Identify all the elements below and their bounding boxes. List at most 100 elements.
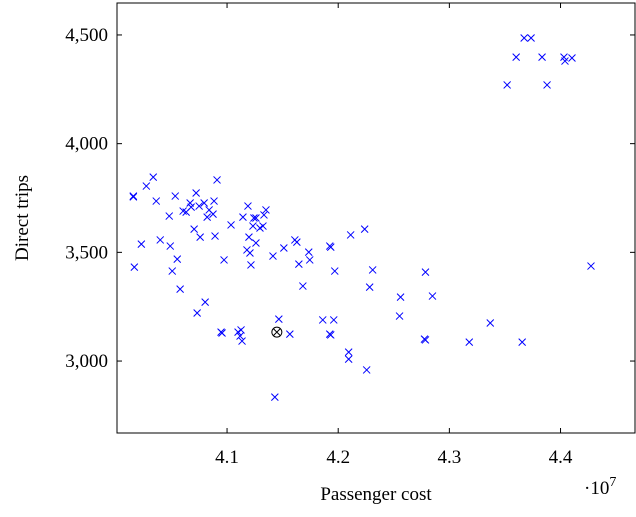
point: [247, 261, 255, 269]
point: [195, 202, 203, 210]
point: [237, 326, 245, 334]
point: [129, 192, 138, 200]
point: [326, 243, 335, 251]
y-axis-label: Direct trips: [12, 175, 33, 261]
point: [244, 202, 252, 210]
point: [561, 57, 569, 65]
point: [421, 336, 430, 344]
point: [190, 225, 198, 233]
point: [203, 213, 212, 221]
point: [211, 232, 219, 240]
point: [295, 260, 303, 268]
point: [176, 285, 184, 293]
point: [304, 248, 313, 256]
point: [362, 366, 371, 374]
x-tick-label: 4.1: [215, 447, 239, 468]
point: [239, 213, 247, 221]
y-tick-label: 4,500: [65, 25, 108, 46]
point: [285, 330, 294, 338]
point: [587, 262, 595, 270]
point: [293, 238, 301, 246]
point: [252, 214, 260, 222]
x-tick-label: 4.4: [549, 447, 573, 468]
point: [527, 34, 535, 42]
point: [213, 176, 221, 184]
point: [428, 292, 437, 300]
x-scale-label: ·107: [584, 475, 616, 499]
point: [270, 393, 279, 401]
x-tick-label: 4.3: [437, 447, 461, 468]
point: [250, 214, 258, 222]
point: [346, 231, 355, 239]
point: [200, 199, 209, 207]
point: [129, 193, 138, 201]
point: [365, 283, 374, 291]
point: [262, 206, 270, 214]
plot-frame: [116, 2, 636, 434]
point: [166, 242, 175, 250]
point: [246, 249, 254, 257]
point: [299, 282, 307, 290]
point: [259, 222, 267, 230]
point: [344, 348, 353, 356]
point: [518, 338, 527, 346]
point: [503, 81, 512, 89]
point: [149, 173, 158, 181]
point: [318, 316, 327, 324]
point: [538, 53, 546, 61]
point: [227, 221, 235, 229]
point: [192, 189, 200, 197]
point: [165, 212, 174, 220]
point: [329, 316, 338, 324]
point: [520, 34, 529, 42]
point: [279, 244, 288, 252]
point: [305, 256, 314, 264]
y-tick-label: 4,000: [65, 134, 108, 155]
point: [465, 338, 474, 346]
point: [269, 252, 277, 260]
x-scale-exponent: 7: [609, 475, 616, 490]
point: [543, 81, 551, 89]
point: [274, 315, 283, 323]
point: [249, 222, 257, 230]
point: [142, 182, 151, 190]
point: [156, 236, 165, 244]
point: [152, 197, 161, 205]
point: [218, 329, 226, 337]
highlight-point: [271, 326, 283, 338]
point: [130, 263, 139, 271]
point: [360, 225, 369, 233]
point: [168, 267, 177, 275]
x-tick-label: 4.2: [326, 447, 350, 468]
point: [260, 211, 268, 219]
point: [368, 266, 377, 274]
point: [486, 319, 495, 327]
point: [326, 331, 335, 339]
point: [330, 267, 339, 275]
point: [396, 293, 405, 301]
point: [193, 309, 201, 317]
x-axis-label: Passenger cost: [320, 484, 432, 505]
point: [209, 210, 217, 218]
marker-cross: [272, 328, 281, 336]
point: [344, 355, 353, 363]
point: [137, 240, 146, 248]
point: [173, 255, 182, 263]
point: [187, 203, 195, 211]
y-tick-label: 3,000: [65, 351, 108, 372]
point: [201, 298, 210, 306]
point: [512, 53, 521, 61]
y-tick-label: 3,500: [65, 242, 108, 263]
point: [238, 337, 246, 345]
point: [421, 268, 430, 276]
point: [220, 256, 228, 264]
point: [568, 54, 576, 62]
point: [171, 192, 180, 200]
point: [236, 332, 244, 340]
marker-ring: [271, 326, 283, 338]
x-scale-base: ·10: [584, 478, 609, 499]
point: [245, 233, 253, 241]
point: [196, 233, 205, 241]
point: [395, 312, 404, 320]
